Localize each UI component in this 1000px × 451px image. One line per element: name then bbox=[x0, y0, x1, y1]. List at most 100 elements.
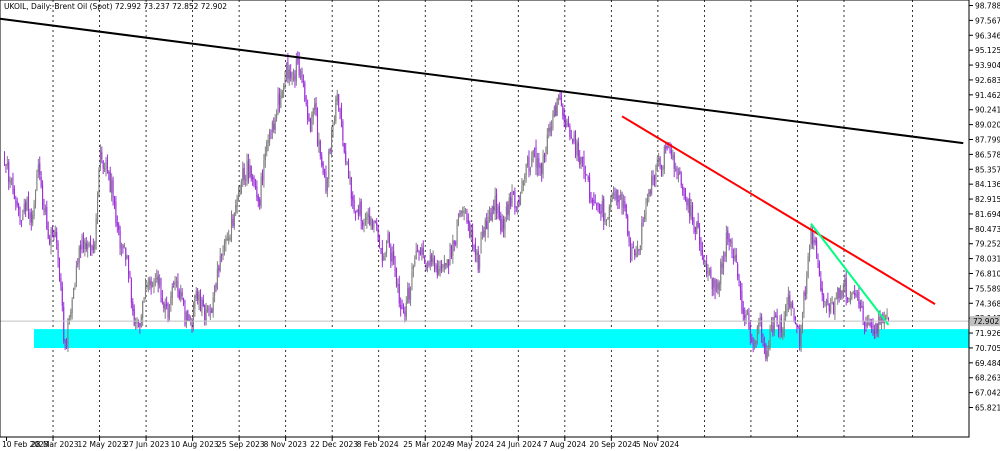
candle-body bbox=[668, 146, 670, 148]
candle-body bbox=[713, 277, 715, 288]
candle bbox=[132, 298, 134, 316]
candle bbox=[232, 214, 234, 229]
candle bbox=[549, 121, 551, 137]
candle bbox=[184, 299, 186, 327]
candle bbox=[728, 233, 730, 251]
candle-body bbox=[415, 250, 417, 260]
candle-body bbox=[8, 161, 10, 182]
candle bbox=[383, 253, 385, 261]
candle bbox=[823, 292, 825, 308]
candle-body bbox=[586, 174, 588, 176]
candle-body bbox=[99, 151, 101, 168]
candle-body bbox=[821, 288, 823, 295]
candle bbox=[721, 255, 723, 275]
candle-body bbox=[319, 141, 321, 157]
candle bbox=[198, 290, 200, 311]
candle-body bbox=[400, 305, 402, 309]
candle-body bbox=[610, 199, 612, 208]
x-tick-label: 10 Aug 2023 bbox=[171, 440, 219, 449]
trendlines-layer[interactable] bbox=[0, 17, 964, 326]
candle bbox=[799, 324, 801, 351]
candle-body bbox=[209, 310, 211, 312]
candle bbox=[315, 96, 317, 117]
candle-body bbox=[159, 278, 161, 286]
candle bbox=[44, 204, 46, 216]
candle bbox=[204, 304, 206, 326]
support-zone[interactable] bbox=[34, 329, 969, 349]
candle-body bbox=[567, 121, 570, 127]
candle-body bbox=[655, 172, 657, 181]
candle-body bbox=[856, 294, 859, 296]
candle bbox=[818, 260, 820, 277]
candle bbox=[202, 294, 204, 308]
candle-body bbox=[708, 270, 710, 273]
candle bbox=[30, 208, 32, 231]
candle bbox=[745, 310, 747, 325]
candle bbox=[786, 297, 788, 317]
candle bbox=[88, 241, 90, 248]
candle bbox=[135, 317, 137, 330]
candle bbox=[687, 198, 689, 214]
candle bbox=[201, 296, 203, 317]
candle-body bbox=[487, 216, 489, 230]
candle-body bbox=[660, 165, 663, 171]
candle-body bbox=[672, 156, 674, 158]
candle-body bbox=[467, 220, 469, 225]
candle bbox=[46, 200, 48, 231]
candle-body bbox=[112, 178, 114, 199]
candle-body bbox=[539, 165, 541, 169]
long-term-resistance-trendline[interactable] bbox=[0, 17, 964, 145]
candle bbox=[119, 225, 121, 256]
candle bbox=[51, 225, 53, 238]
candle-body bbox=[728, 239, 730, 242]
y-tick-label: 87.799 bbox=[975, 136, 1000, 145]
candle bbox=[644, 209, 646, 223]
candle bbox=[813, 232, 815, 250]
candle bbox=[274, 114, 276, 134]
candle-body bbox=[754, 342, 756, 344]
candle bbox=[601, 194, 603, 218]
y-tick-label: 95.125 bbox=[975, 46, 1000, 55]
candle bbox=[424, 255, 426, 264]
candle bbox=[858, 284, 860, 309]
candle-body bbox=[549, 127, 551, 131]
candle-body bbox=[658, 158, 660, 161]
candle bbox=[582, 156, 584, 167]
candle-body bbox=[697, 220, 699, 228]
candle-body bbox=[307, 105, 309, 120]
candle-body bbox=[120, 245, 123, 251]
candle-body bbox=[797, 327, 799, 329]
candle-body bbox=[230, 218, 233, 236]
candle-body bbox=[759, 317, 761, 323]
candle bbox=[245, 174, 247, 187]
candle-body bbox=[19, 210, 21, 221]
candle bbox=[87, 240, 89, 258]
candle-body bbox=[769, 327, 771, 347]
candle bbox=[146, 281, 148, 290]
candle bbox=[34, 189, 37, 209]
price-axis[interactable]: 98.788 97.567 96.346 95.125 93.904 92.683 91.4… bbox=[969, 2, 1000, 413]
candle bbox=[628, 230, 630, 247]
candle bbox=[675, 162, 677, 172]
candle-body bbox=[532, 150, 534, 157]
candle bbox=[641, 215, 643, 251]
candle bbox=[852, 290, 854, 295]
green-resistance-trendline[interactable] bbox=[810, 223, 890, 326]
candle-body bbox=[768, 344, 770, 349]
candle bbox=[111, 173, 113, 202]
red-resistance-trendline[interactable] bbox=[621, 115, 936, 305]
candle bbox=[558, 94, 560, 105]
candle bbox=[438, 260, 440, 277]
candle-body bbox=[364, 219, 366, 221]
candle-body bbox=[198, 294, 200, 302]
candle bbox=[347, 158, 350, 179]
candle bbox=[466, 208, 468, 224]
candle bbox=[338, 93, 340, 112]
candle bbox=[701, 241, 703, 261]
candle bbox=[307, 99, 309, 125]
candle bbox=[742, 300, 744, 322]
candle-body bbox=[742, 308, 744, 314]
